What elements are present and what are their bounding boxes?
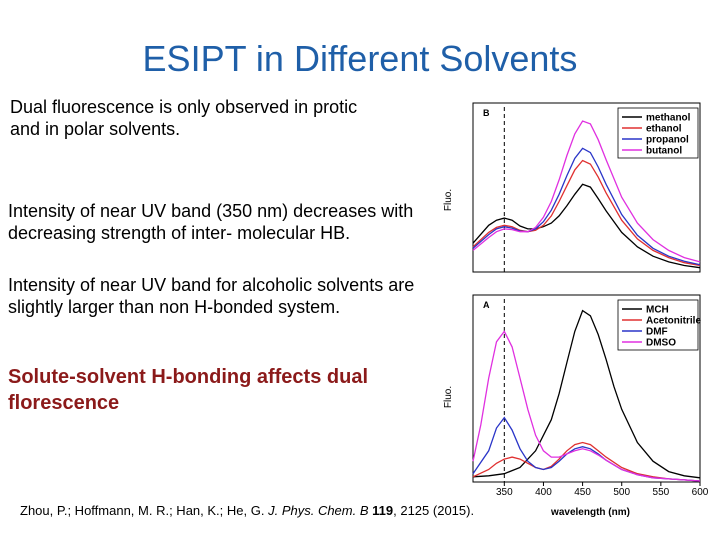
panel-label: A: [483, 300, 490, 310]
citation-journal: J. Phys. Chem. B: [268, 503, 369, 518]
citation-volume: 119: [372, 503, 394, 518]
slide-title: ESIPT in Different Solvents: [142, 38, 578, 79]
legend-label-butanol: butanol: [646, 146, 682, 157]
plot-frame: [472, 102, 701, 273]
legend-label-methanol: methanol: [646, 113, 691, 124]
point-near-uv-decrease: Intensity of near UV band (350 nm) decre…: [8, 201, 414, 243]
plot-frame: [472, 294, 701, 483]
legend-label-ethanol: ethanol: [646, 124, 682, 135]
legend-label-acetonitrile: Acetonitrile: [646, 316, 701, 327]
citation-authors: Zhou, P.; Hoffmann, M. R.; Han, K.; He, …: [20, 503, 265, 518]
legend-label-dmf: DMF: [646, 327, 668, 338]
x-tick-label: 400: [535, 487, 552, 498]
y-axis-label: Fluo.: [443, 189, 454, 211]
legend-label-propanol: propanol: [646, 135, 689, 146]
point-alcoholic-solvents: Intensity of near UV band for alcoholic …: [8, 275, 415, 317]
x-tick-label: 550: [653, 487, 670, 498]
citation-rest: , 2125 (2015).: [393, 503, 475, 518]
x-tick-label: 600: [692, 487, 709, 498]
y-axis-label: Fluo.: [443, 386, 454, 408]
x-axis-label: wavelength (nm): [550, 507, 630, 518]
point-dual-fluorescence: Dual fluorescence is only observed in pr…: [10, 97, 358, 139]
citation: Zhou, P.; Hoffmann, M. R.; Han, K.; He, …: [20, 503, 474, 518]
x-tick-label: 500: [613, 487, 630, 498]
point-hbonding-conclusion: Solute-solvent H-bonding affects dual fl…: [8, 366, 369, 414]
series-line-mch: [472, 309, 701, 479]
series-line-butanol: [472, 120, 701, 263]
series-line-methanol: [472, 183, 701, 269]
legend-label-mch: MCH: [646, 305, 669, 316]
x-tick-label: 350: [496, 487, 513, 498]
x-tick-label: 450: [574, 487, 591, 498]
series-line-dmso: [472, 330, 701, 482]
legend-label-dmso: DMSO: [646, 338, 676, 349]
series-line-acetonitrile: [472, 441, 701, 482]
panel-label: B: [483, 108, 490, 118]
series-line-ethanol: [472, 159, 701, 267]
series-line-propanol: [472, 147, 701, 266]
